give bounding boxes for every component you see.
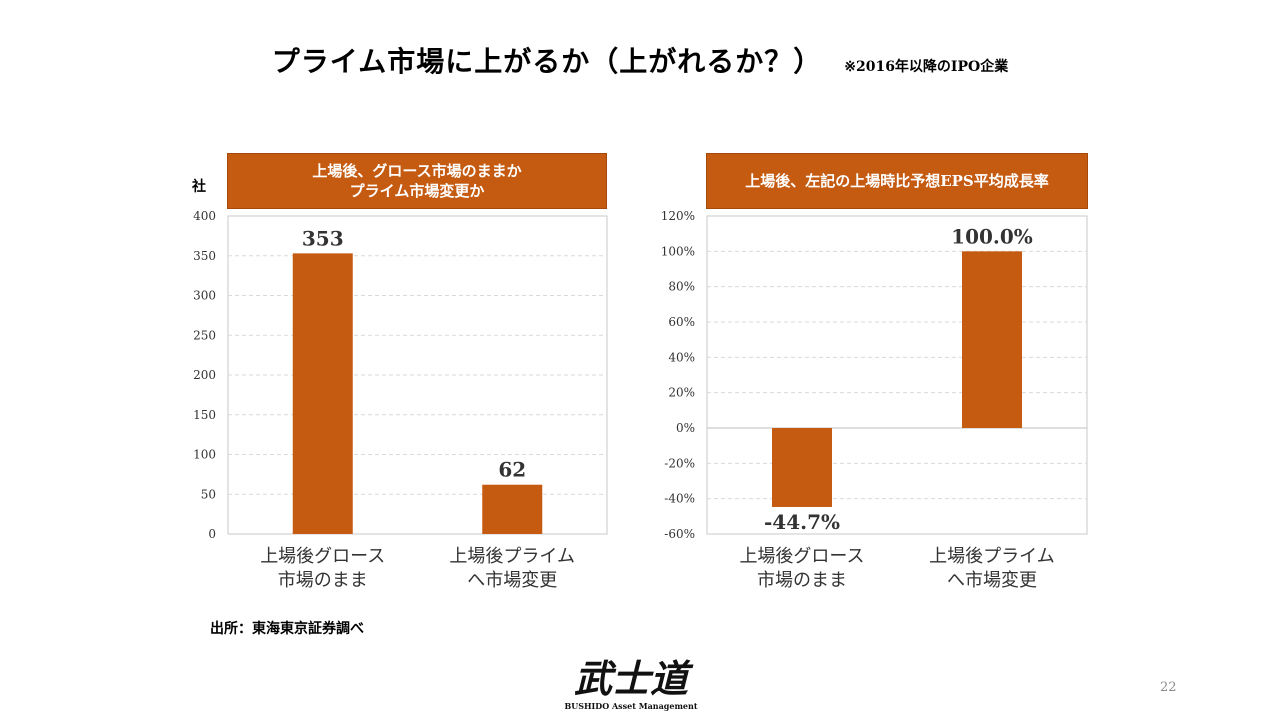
- chart2-data-label: 100.0%: [951, 224, 1033, 248]
- chart1-ytick-label: 100: [193, 448, 216, 462]
- chart2-title: 上場後、左記の上場時比予想EPS平均成長率: [706, 153, 1088, 209]
- chart2-category-label: 上場後グロース: [739, 546, 864, 567]
- chart2-ytick-label: 20%: [668, 386, 695, 400]
- chart1-bar: [482, 484, 543, 534]
- chart2-category-label: 市場のまま: [757, 570, 847, 591]
- main-title: プライム市場に上がるか（上がれるか？）: [271, 45, 823, 78]
- chart2-ytick-label: 0%: [676, 421, 695, 435]
- chart1-ytick-label: 250: [193, 328, 216, 342]
- chart1-ytick-label: 50: [201, 487, 216, 501]
- title-note: ※2016年以降のIPO企業: [844, 59, 1009, 75]
- page-number: 22: [1160, 680, 1177, 695]
- chart2-ytick-label: 100%: [661, 244, 695, 258]
- chart1-ytick-label: 200: [193, 368, 216, 382]
- chart2-bar: [772, 428, 832, 507]
- chart1-ytick-label: 150: [193, 408, 216, 422]
- bushido-logo: 武士道 BUSHIDO Asset Management: [564, 656, 697, 711]
- logo-subtext: BUSHIDO Asset Management: [564, 701, 697, 711]
- chart1-ytick-label: 300: [193, 289, 216, 303]
- chart2-ytick-label: 120%: [661, 209, 695, 223]
- chart2-category-label: へ市場変更: [947, 570, 1037, 591]
- chart2-ytick-label: 40%: [668, 350, 695, 364]
- chart1-category-label: 市場のまま: [278, 570, 368, 591]
- source-note: 出所：東海東京証券調べ: [210, 621, 364, 637]
- chart1-ylabel: 社: [192, 179, 206, 195]
- chart1-bar: [292, 253, 353, 535]
- chart1-data-label: 62: [498, 458, 526, 482]
- chart1-title: 上場後、グロース市場のままか プライム市場変更か: [227, 153, 607, 209]
- page-title: プライム市場に上がるか（上がれるか？） ※2016年以降のIPO企業: [0, 40, 1280, 80]
- chart2-ytick-label: -40%: [664, 492, 695, 506]
- chart2-ytick-label: 60%: [668, 315, 695, 329]
- chart1-title-text: 上場後、グロース市場のままか プライム市場変更か: [312, 162, 522, 200]
- chart2-ytick-label: -20%: [664, 456, 695, 470]
- chart2-title-text: 上場後、左記の上場時比予想EPS平均成長率: [745, 172, 1049, 190]
- chart1-category-label: へ市場変更: [467, 570, 557, 591]
- chart1-ytick-label: 350: [193, 249, 216, 263]
- chart2-ytick-label: -60%: [664, 527, 695, 541]
- chart2-category-label: 上場後プライム: [929, 546, 1055, 567]
- logo-text: 武士道: [574, 656, 694, 701]
- chart2-ytick-label: 80%: [668, 280, 695, 294]
- chart1-category-label: 上場後プライム: [449, 546, 575, 567]
- chart2-data-label: -44.7%: [764, 510, 840, 534]
- chart2-plot-area: [706, 215, 1088, 535]
- chart1-data-label: 353: [302, 226, 344, 250]
- chart1-ytick-label: 400: [193, 209, 216, 223]
- chart2-bar: [962, 251, 1022, 428]
- chart1-category-label: 上場後グロース: [260, 546, 385, 567]
- chart1-ytick-label: 0: [208, 527, 216, 541]
